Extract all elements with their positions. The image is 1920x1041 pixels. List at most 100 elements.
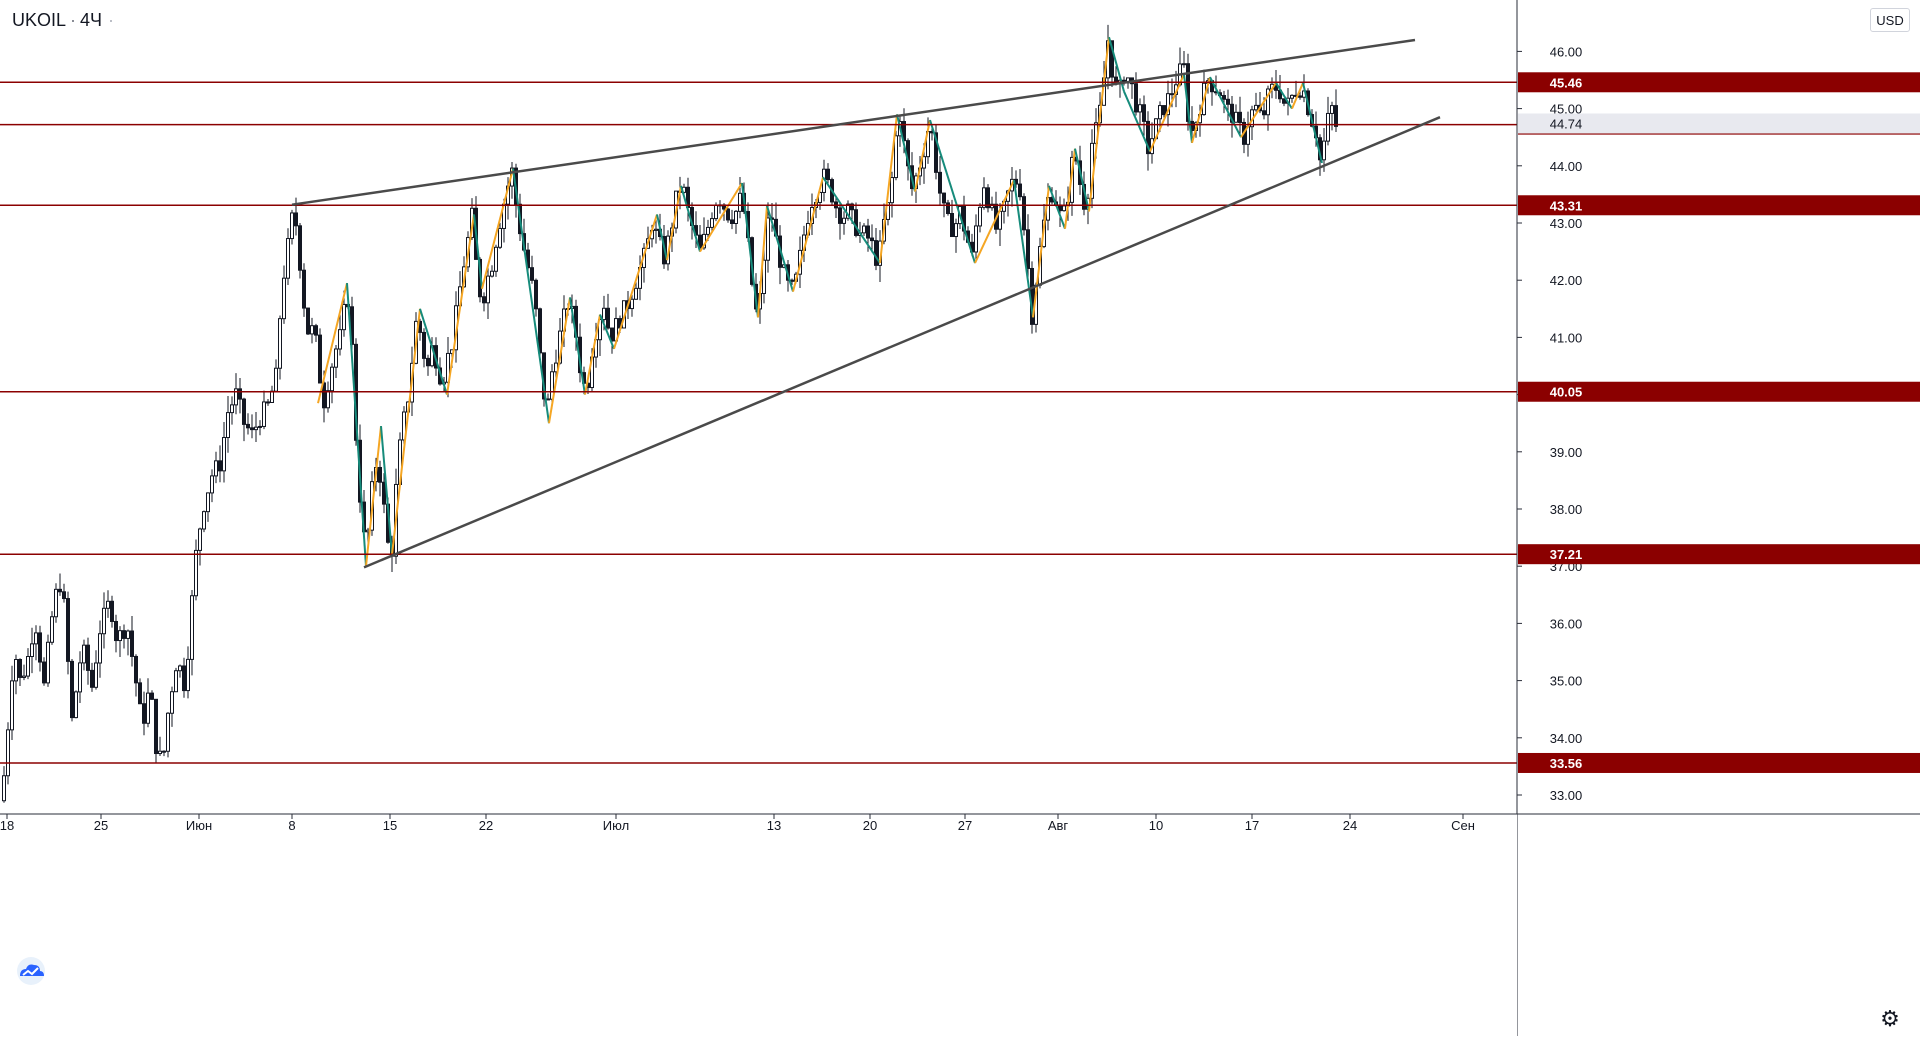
zigzag-up-segment	[699, 182, 743, 253]
zigzag-up-segment	[365, 425, 382, 567]
candle	[218, 460, 222, 472]
zigzag-down-segment	[473, 214, 483, 289]
candle	[490, 270, 494, 277]
candle	[342, 303, 346, 331]
candle	[114, 620, 118, 642]
candle	[762, 259, 766, 294]
candle	[1062, 205, 1066, 212]
last-price-label-bg	[1518, 113, 1920, 134]
gear-icon[interactable]: ⚙	[1880, 1006, 1900, 1031]
time-tick-label: 22	[479, 818, 493, 833]
legend-separator: ·	[70, 10, 77, 30]
candle	[274, 367, 278, 392]
candle	[150, 692, 154, 700]
candle	[30, 643, 34, 658]
zigzag-up-segment	[914, 119, 931, 192]
level-price-label-bg	[1518, 72, 1920, 93]
price-axis[interactable]: 33.0034.0035.0036.0037.0038.0039.0040.00…	[1516, 0, 1920, 1036]
candle	[866, 225, 870, 239]
candle	[230, 404, 234, 414]
candle	[246, 423, 250, 429]
candle	[862, 225, 866, 234]
candle	[182, 665, 186, 692]
candle	[738, 192, 742, 212]
last-price-label: 44.74	[1550, 116, 1583, 131]
level-price-label: 45.46	[1550, 75, 1583, 90]
candle	[250, 427, 254, 431]
candle	[74, 691, 78, 719]
trendline-upper[interactable]	[291, 38, 1416, 206]
candle	[1230, 103, 1234, 123]
candle	[206, 492, 210, 513]
price-tick-label: 46.00	[1550, 44, 1583, 59]
candle	[138, 682, 142, 705]
candle	[70, 660, 74, 719]
candle	[298, 225, 302, 271]
zigzag-down-segment	[1048, 185, 1066, 230]
candle	[98, 633, 102, 664]
candle	[290, 212, 294, 240]
price-tick-label: 36.00	[1550, 616, 1583, 631]
candle	[1238, 111, 1242, 123]
candle	[162, 750, 166, 753]
candle	[950, 212, 954, 238]
currency-button[interactable]: USD	[1870, 8, 1910, 32]
zigzag-down-segment	[1123, 91, 1151, 152]
zigzag-down-segment	[896, 114, 916, 192]
candle	[170, 691, 174, 714]
time-tick-label: 27	[958, 818, 972, 833]
more-dots-icon[interactable]: ·	[108, 10, 116, 30]
candle	[1326, 112, 1330, 142]
candle	[118, 630, 122, 642]
candle	[310, 325, 314, 335]
candle	[494, 246, 498, 272]
zigzag-down-segment	[380, 425, 393, 555]
candle	[1290, 94, 1294, 99]
symbol-legend[interactable]: UKOIL · 4Ч ·	[12, 10, 115, 31]
candle	[234, 388, 238, 406]
zigzag-up-segment	[1191, 76, 1211, 144]
candle	[1142, 104, 1146, 122]
candle	[1226, 98, 1230, 105]
zigzag-up-segment	[446, 214, 475, 395]
candle	[178, 665, 182, 672]
candle	[38, 632, 42, 663]
candle	[1146, 120, 1150, 155]
time-tick-label: 10	[1149, 818, 1163, 833]
time-tick-label: 15	[383, 818, 397, 833]
candle	[238, 388, 242, 400]
candle	[54, 588, 58, 618]
symbol-name[interactable]: UKOIL	[12, 10, 67, 30]
zigzag-up-segment	[757, 205, 768, 318]
trendline-lower[interactable]	[363, 116, 1441, 569]
candle	[978, 206, 982, 227]
candle	[318, 334, 322, 384]
price-tick-label: 45.00	[1550, 102, 1583, 117]
level-price-label: 40.05	[1550, 385, 1583, 400]
candle	[734, 210, 738, 224]
interval-label[interactable]: 4Ч	[80, 10, 103, 30]
candle	[306, 307, 310, 335]
candle	[338, 329, 342, 350]
candle	[2, 775, 6, 802]
candle	[26, 656, 30, 677]
tradingview-cloud-logo[interactable]	[14, 956, 48, 986]
candle	[126, 630, 130, 639]
candle	[602, 307, 606, 321]
candle	[942, 192, 946, 204]
candle	[534, 279, 538, 310]
zigzag-up-segment	[974, 179, 1015, 264]
candle	[106, 600, 110, 609]
candle	[986, 187, 990, 209]
candle	[294, 212, 298, 227]
zigzag-down-segment	[1302, 82, 1323, 164]
zigzag-down-segment	[1074, 148, 1090, 212]
candle	[46, 641, 50, 684]
candle	[766, 217, 770, 261]
candle	[1170, 93, 1174, 96]
candle	[954, 223, 958, 238]
time-axis[interactable]: 18 25 Июн 8 15 22 Июл 13 20 27 Авг 10 17 24 Сен	[0, 813, 1920, 1036]
candle	[94, 662, 98, 688]
